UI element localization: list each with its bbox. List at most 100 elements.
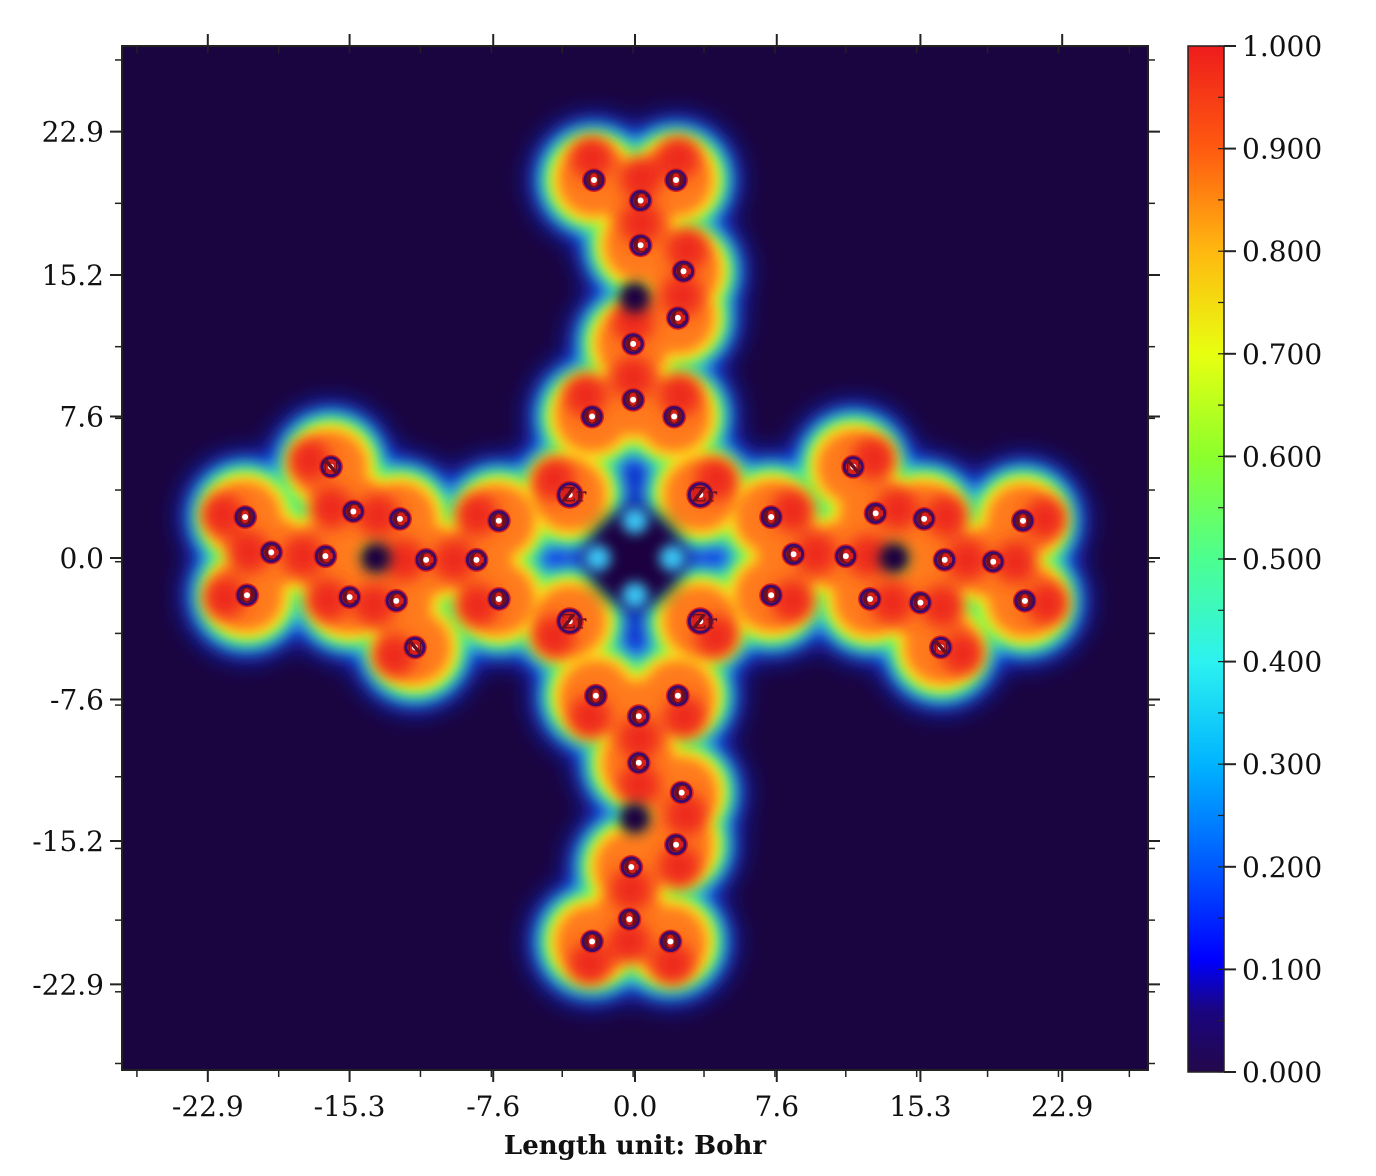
density-peak bbox=[924, 494, 968, 538]
atom-label: Zr bbox=[561, 609, 587, 633]
atom-core-center bbox=[630, 396, 637, 403]
colorbar-tick-label: 0.100 bbox=[1242, 953, 1322, 986]
atom-core-center bbox=[322, 553, 329, 560]
atom-label: C bbox=[342, 585, 358, 609]
atom-marker-c: C bbox=[665, 305, 690, 330]
atom-marker-o: O bbox=[486, 508, 511, 533]
atom-label: O bbox=[490, 587, 507, 611]
atom-core-ring bbox=[1014, 590, 1036, 612]
atom-core-center bbox=[566, 618, 573, 625]
x-tick-label: -15.3 bbox=[314, 1090, 386, 1123]
atom-label: C bbox=[317, 544, 333, 568]
atom-label: O bbox=[238, 583, 255, 607]
atom-label: C bbox=[631, 751, 647, 775]
x-tick-label: 7.6 bbox=[755, 1090, 800, 1123]
atom-label: C bbox=[418, 548, 434, 572]
atom-marker-o: O bbox=[617, 907, 642, 932]
atom-core-center bbox=[667, 938, 674, 945]
atom-core-ring bbox=[783, 543, 805, 565]
atom-core-ring bbox=[620, 856, 642, 878]
atom-marker-c: C bbox=[619, 855, 644, 880]
y-axis-ticks: 22.9 15.2 7.6 0.0 -7.6 -15.2 -22.9 bbox=[32, 59, 1160, 1065]
atom-label: O bbox=[621, 907, 638, 931]
atom-core-ring bbox=[260, 541, 282, 563]
central-bridge-blob bbox=[621, 582, 649, 609]
density-peak bbox=[660, 274, 704, 318]
atom-label: O bbox=[762, 583, 779, 607]
atom-core-center bbox=[635, 759, 642, 766]
atom-core-ring bbox=[865, 502, 887, 524]
density-peak bbox=[665, 227, 709, 271]
atom-core-center bbox=[327, 463, 334, 470]
atom-marker-c: C bbox=[259, 540, 284, 565]
colorbar-tick-label: 0.500 bbox=[1242, 543, 1322, 576]
atom-marker-zr: Zr bbox=[555, 607, 587, 636]
atom-marker-c: C bbox=[384, 588, 409, 613]
atom-marker-o: O bbox=[665, 683, 690, 708]
atom-marker-c: C bbox=[626, 704, 651, 729]
atom-marker-c: C bbox=[621, 331, 646, 356]
atom-marker-c: C bbox=[628, 233, 653, 258]
atom-label: C bbox=[468, 548, 484, 572]
atom-core-center bbox=[678, 789, 685, 796]
atom-core-ring bbox=[314, 545, 336, 567]
atom-core-center bbox=[673, 841, 680, 848]
atom-marker-o: O bbox=[583, 683, 608, 708]
colorbar-tick-label: 0.600 bbox=[1242, 440, 1322, 473]
atom-marker-c: C bbox=[387, 506, 412, 531]
colorbar-tick-label: 0.200 bbox=[1242, 851, 1322, 884]
y-tick-label: -7.6 bbox=[50, 683, 104, 716]
atom-core-center bbox=[697, 491, 704, 498]
atom-core-ring bbox=[585, 685, 607, 707]
atom-label: O bbox=[587, 684, 604, 708]
atom-core-center bbox=[850, 463, 857, 470]
atom-core-center bbox=[937, 644, 944, 651]
atom-marker-o: O bbox=[759, 583, 784, 608]
atom-core-ring bbox=[581, 406, 603, 428]
atom-core-ring bbox=[859, 588, 881, 610]
atom-label: C bbox=[633, 189, 649, 213]
atom-core-ring bbox=[673, 260, 695, 282]
colorbar-ticks: 1.000 0.900 0.800 0.700 0.600 0.500 0.400 0.300… bbox=[1218, 30, 1322, 1089]
atom-label: O bbox=[585, 168, 602, 192]
density-peak bbox=[1025, 581, 1069, 625]
atom-core-ring bbox=[930, 636, 952, 658]
atom-core-center bbox=[1021, 597, 1028, 604]
density-peak bbox=[352, 583, 396, 627]
density-peak bbox=[656, 136, 700, 180]
atom-marker-o: O bbox=[581, 168, 606, 193]
atom-label: N bbox=[406, 635, 424, 659]
atom-core-center bbox=[566, 491, 573, 498]
atom-core-center bbox=[268, 549, 275, 556]
atom-label: C bbox=[392, 507, 408, 531]
atom-core-ring bbox=[630, 234, 652, 256]
atom-marker-c: C bbox=[341, 499, 366, 524]
atom-core-center bbox=[350, 508, 357, 515]
atom-label: C bbox=[786, 542, 802, 566]
atom-core-ring bbox=[389, 508, 411, 530]
atom-label: O bbox=[236, 505, 253, 529]
density-peak bbox=[657, 845, 701, 889]
atom-core-center bbox=[768, 514, 775, 521]
atom-core-ring bbox=[934, 549, 956, 571]
atom-marker-zr: Zr bbox=[686, 480, 717, 509]
atom-marker-c: C bbox=[863, 501, 888, 526]
atom-label: C bbox=[862, 587, 878, 611]
atom-label: C bbox=[633, 233, 649, 257]
atom-core-center bbox=[637, 197, 644, 204]
atom-label: C bbox=[623, 855, 639, 879]
density-peak bbox=[356, 493, 400, 537]
ring-center-hole bbox=[619, 281, 651, 314]
atom-core-ring bbox=[234, 506, 256, 528]
atom-core-center bbox=[411, 644, 418, 651]
y-tick-label: -22.9 bbox=[32, 968, 104, 1001]
atom-core-center bbox=[674, 314, 681, 321]
colorbar-tick-label: 1.000 bbox=[1242, 30, 1322, 63]
atom-core-center bbox=[637, 242, 644, 249]
atom-core-ring bbox=[622, 389, 644, 411]
atom-label: O bbox=[1016, 589, 1033, 613]
atom-core-ring bbox=[581, 931, 603, 953]
atom-marker-o: O bbox=[234, 583, 259, 608]
